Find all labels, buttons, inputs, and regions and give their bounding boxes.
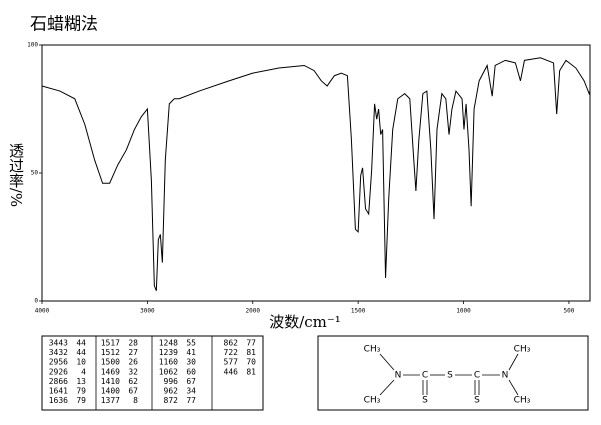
table-transmittance: 41 bbox=[186, 348, 196, 357]
table-transmittance: 62 bbox=[128, 377, 138, 386]
table-transmittance: 26 bbox=[128, 358, 138, 367]
table-transmittance: 77 bbox=[246, 339, 256, 348]
atom-label: N bbox=[502, 371, 509, 381]
table-wavenumber: 996 bbox=[164, 377, 179, 386]
table-transmittance: 67 bbox=[128, 387, 138, 396]
atom-label: S bbox=[447, 371, 453, 381]
table-wavenumber: 3432 bbox=[49, 348, 68, 357]
bond bbox=[508, 379, 519, 396]
x-tick-label: 3000 bbox=[140, 308, 155, 315]
structure-bonds bbox=[379, 353, 519, 396]
table-transmittance: 8 bbox=[133, 396, 138, 405]
x-axis-label: 波数/cm⁻¹ bbox=[269, 313, 341, 331]
table-wavenumber: 2956 bbox=[49, 358, 68, 367]
table-wavenumber: 1636 bbox=[49, 396, 68, 405]
plot-frame bbox=[41, 44, 591, 302]
table-wavenumber: 1517 bbox=[101, 339, 120, 348]
bond bbox=[379, 379, 395, 396]
table-wavenumber: 862 bbox=[224, 339, 239, 348]
table-transmittance: 44 bbox=[76, 348, 86, 357]
bond bbox=[379, 353, 395, 371]
table-transmittance: 34 bbox=[186, 387, 196, 396]
y-tick-label: 0 bbox=[34, 298, 38, 305]
table-transmittance: 67 bbox=[186, 377, 196, 386]
atom-label: S bbox=[474, 396, 480, 406]
table-wavenumber: 1160 bbox=[159, 358, 178, 367]
table-transmittance: 27 bbox=[128, 348, 138, 357]
table-transmittance: 4 bbox=[81, 367, 86, 376]
table-wavenumber: 872 bbox=[164, 396, 179, 405]
table-wavenumber: 1062 bbox=[159, 367, 178, 376]
y-tick-label: 100 bbox=[27, 42, 38, 49]
table-transmittance: 32 bbox=[128, 367, 138, 376]
table-wavenumber: 446 bbox=[224, 367, 239, 376]
atom-label: CH₃ bbox=[364, 396, 381, 406]
table-wavenumber: 1400 bbox=[101, 387, 120, 396]
table-wavenumber: 722 bbox=[224, 348, 239, 357]
atom-label: C bbox=[474, 371, 480, 381]
atom-label: S bbox=[422, 396, 428, 406]
table-transmittance: 44 bbox=[76, 339, 86, 348]
table-wavenumber: 1248 bbox=[159, 339, 178, 348]
table-wavenumber: 1512 bbox=[101, 348, 120, 357]
table-dividers bbox=[95, 336, 213, 410]
table-wavenumber: 3443 bbox=[49, 339, 68, 348]
table-transmittance: 81 bbox=[246, 348, 256, 357]
atom-label: CH₃ bbox=[364, 345, 381, 355]
table-transmittance: 79 bbox=[76, 387, 86, 396]
table-wavenumber: 962 bbox=[164, 387, 179, 396]
table-wavenumber: 2926 bbox=[49, 367, 68, 376]
y-tick-label: 50 bbox=[31, 170, 39, 177]
table-transmittance: 77 bbox=[186, 396, 196, 405]
table-transmittance: 79 bbox=[76, 396, 86, 405]
x-tick-label: 1500 bbox=[351, 308, 366, 315]
spectrum-line bbox=[41, 57, 591, 291]
table-wavenumber: 1239 bbox=[159, 348, 178, 357]
atom-label: CH₃ bbox=[514, 345, 531, 355]
atom-label: CH₃ bbox=[514, 396, 531, 406]
table-transmittance: 13 bbox=[76, 377, 86, 386]
peak-table-frame bbox=[41, 335, 264, 411]
atom-label: C bbox=[422, 371, 428, 381]
table-transmittance: 60 bbox=[186, 367, 196, 376]
chart-title: 石蜡糊法 bbox=[30, 15, 98, 35]
table-transmittance: 30 bbox=[186, 358, 196, 367]
table-transmittance: 81 bbox=[246, 367, 256, 376]
table-wavenumber: 1410 bbox=[101, 377, 120, 386]
y-axis-label: 透过率/% bbox=[7, 143, 25, 207]
structure-frame bbox=[317, 335, 589, 411]
x-tick-label: 1000 bbox=[456, 308, 471, 315]
atom-label: N bbox=[395, 371, 402, 381]
table-wavenumber: 2866 bbox=[49, 377, 68, 386]
table-wavenumber: 577 bbox=[224, 358, 239, 367]
x-tick-label: 2000 bbox=[246, 308, 261, 315]
x-tick-label: 4000 bbox=[35, 308, 50, 315]
table-transmittance: 28 bbox=[128, 339, 138, 348]
table-transmittance: 55 bbox=[186, 339, 196, 348]
table-transmittance: 70 bbox=[246, 358, 256, 367]
table-transmittance: 10 bbox=[76, 358, 86, 367]
table-wavenumber: 1469 bbox=[101, 367, 120, 376]
x-tick-label: 500 bbox=[564, 308, 575, 315]
table-wavenumber: 1641 bbox=[49, 387, 68, 396]
table-wavenumber: 1500 bbox=[101, 358, 120, 367]
table-wavenumber: 1377 bbox=[101, 396, 120, 405]
bond bbox=[508, 353, 519, 371]
